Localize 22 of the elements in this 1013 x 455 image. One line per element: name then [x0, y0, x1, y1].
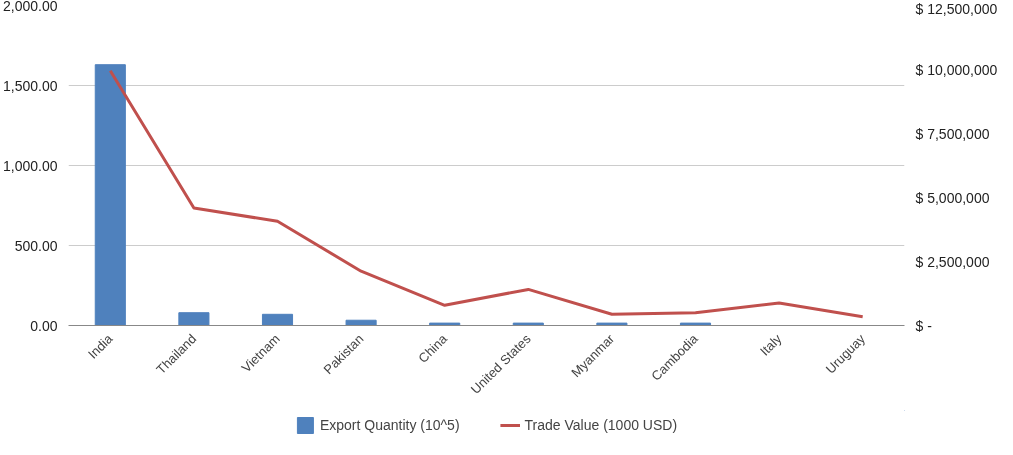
x-tick-label: Italy [756, 330, 785, 359]
y2-tick-label: $ 2,500,000 [915, 253, 990, 270]
y-tick-label: 1,500.00 [3, 77, 58, 94]
bar [429, 322, 461, 326]
y2-tick-label: $ - [915, 317, 933, 334]
y2-tick-label: $ 5,000,000 [915, 189, 990, 206]
legend-label: Trade Value (1000 USD) [524, 417, 678, 433]
bar [94, 64, 126, 326]
y2-tick-label: $ 12,500,000 [915, 0, 998, 17]
y-tick-label: 1,000.00 [3, 157, 58, 174]
legend-label: Export Quantity (10^5) [319, 417, 460, 433]
y2-tick-label: $ 10,000,000 [915, 61, 998, 78]
bar [261, 313, 294, 326]
bar [679, 322, 712, 326]
bar [512, 322, 544, 326]
y-tick-label: 500.00 [14, 237, 58, 254]
y-tick-label: 0.00 [30, 317, 58, 334]
y2-tick-label: $ 7,500,000 [915, 125, 990, 142]
y-tick-label: 2,000.00 [3, 0, 58, 14]
bar [178, 312, 210, 326]
line-series [108, 69, 865, 319]
bar [596, 322, 628, 326]
